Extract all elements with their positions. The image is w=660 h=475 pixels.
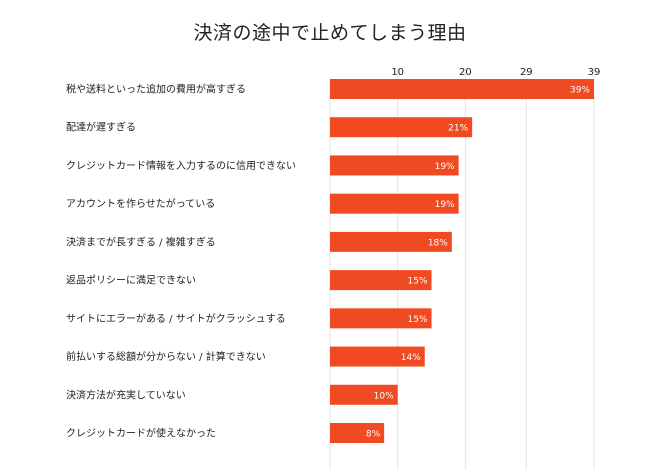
- bar-value-label: 39%: [570, 86, 590, 96]
- bar: [330, 231, 452, 252]
- bar-value-label: 10%: [374, 391, 394, 401]
- bar-value-label: 18%: [428, 238, 448, 248]
- category-label: 決済までが長すぎる / 複雑すぎる: [66, 235, 216, 248]
- bar-value-label: 15%: [408, 277, 428, 287]
- bar: [330, 384, 398, 405]
- category-label: 税や送料といった追加の費用が高すぎる: [66, 83, 246, 96]
- category-labels: 税や送料といった追加の費用が高すぎる配達が遅すぎるクレジットカード情報を入力する…: [66, 83, 296, 440]
- category-label: クレジットカード情報を入力するのに信用できない: [66, 159, 296, 172]
- x-tick-label: 39: [588, 67, 601, 78]
- x-axis-ticks: 10 20 29 39: [391, 67, 600, 78]
- category-label: サイトにエラーがある / サイトがクラッシュする: [66, 312, 286, 325]
- category-label: 前払いする総額が分からない / 計算できない: [66, 350, 266, 363]
- bar-value-label: 14%: [401, 353, 421, 363]
- bar: [330, 117, 473, 138]
- bar: [330, 155, 459, 176]
- bars: 39% 21% 19% 19% 18% 15% 15% 14% 10% 8%: [330, 79, 594, 443]
- category-label: アカウントを作らせたがっている: [66, 197, 215, 210]
- category-label: クレジットカードが使えなかった: [66, 427, 216, 440]
- bar-value-label: 15%: [408, 315, 428, 325]
- x-tick-label: 20: [459, 67, 472, 78]
- bar: [330, 270, 432, 291]
- bar: [330, 308, 432, 329]
- bar: [330, 423, 385, 443]
- bar: [330, 346, 425, 367]
- x-tick-label: 29: [520, 67, 533, 78]
- bar-value-label: 19%: [435, 162, 455, 172]
- category-label: 配達が遅すぎる: [66, 121, 136, 134]
- bar: [330, 79, 594, 99]
- x-tick-label: 10: [391, 67, 404, 78]
- category-label: 決済方法が充実していない: [66, 388, 186, 401]
- category-label: 返品ポリシーに満足できない: [66, 275, 196, 287]
- chart-title: 決済の途中で止めてしまう理由: [193, 22, 467, 44]
- bar-value-label: 21%: [448, 124, 468, 134]
- bar: [330, 193, 459, 214]
- bar-value-label: 8%: [366, 430, 381, 440]
- bar-value-label: 19%: [435, 200, 455, 210]
